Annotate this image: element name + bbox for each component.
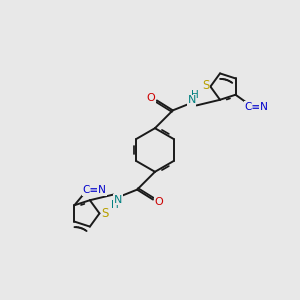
- Text: N: N: [114, 194, 122, 205]
- Text: C≡N: C≡N: [244, 102, 268, 112]
- Text: H: H: [111, 200, 119, 211]
- Text: O: O: [154, 196, 163, 206]
- Text: H: H: [191, 89, 199, 100]
- Text: C≡N: C≡N: [82, 185, 106, 195]
- Text: S: S: [202, 79, 209, 92]
- Text: S: S: [102, 207, 109, 220]
- Text: O: O: [147, 94, 155, 103]
- Text: N: N: [188, 95, 196, 106]
